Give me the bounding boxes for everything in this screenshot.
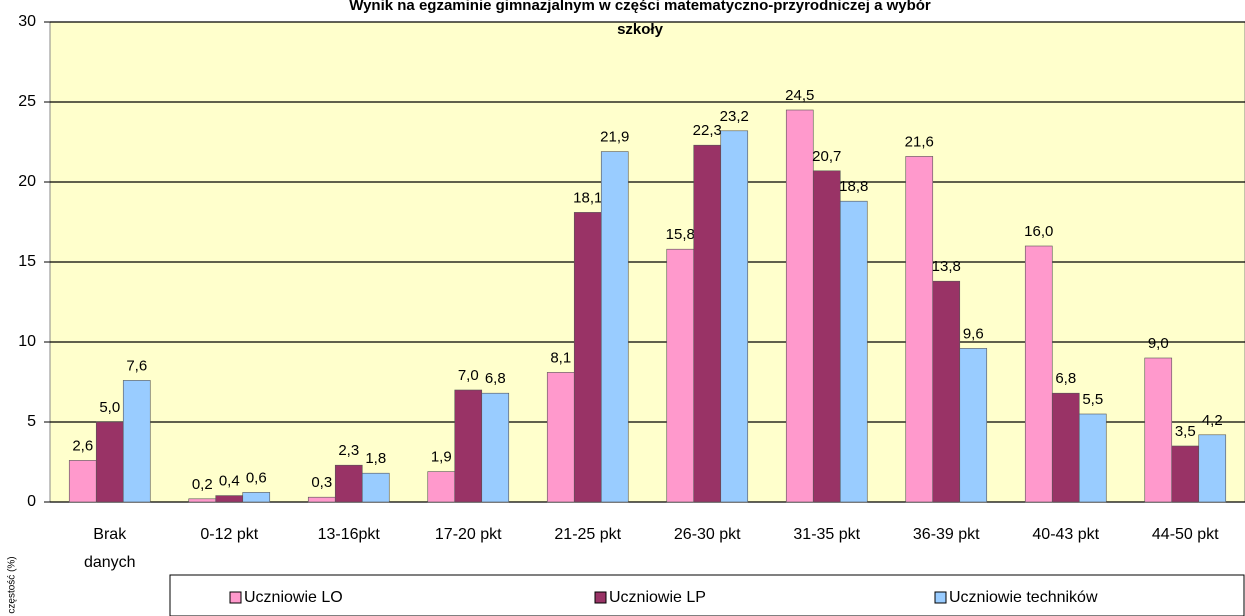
bar <box>1051 392 1080 503</box>
x-tick-label: Brak danych <box>84 526 136 571</box>
bar <box>95 421 124 503</box>
y-tick-label: 25 <box>18 93 36 110</box>
value-label: 5,0 <box>99 399 120 416</box>
value-label: 1,9 <box>431 449 452 466</box>
value-label: 0,3 <box>311 474 332 491</box>
bar <box>785 109 814 503</box>
value-label: 1,8 <box>365 450 386 467</box>
legend-swatch <box>934 591 947 604</box>
y-tick-label: 30 <box>18 13 36 30</box>
value-label: 9,6 <box>963 325 984 342</box>
value-label: 6,8 <box>1055 370 1076 387</box>
bar <box>1198 434 1227 503</box>
value-label: 24,5 <box>785 87 814 104</box>
bar <box>361 472 390 503</box>
value-label: 7,6 <box>126 357 147 374</box>
bar <box>932 280 961 503</box>
y-tick-label: 15 <box>18 253 36 270</box>
legend-label: Uczniowie techników <box>949 589 1098 606</box>
bar <box>122 380 151 503</box>
legend-swatch <box>229 591 242 604</box>
bar <box>720 130 749 503</box>
bar <box>959 348 988 503</box>
value-label: 18,1 <box>573 189 602 206</box>
value-label: 7,0 <box>458 367 479 384</box>
legend-label: Uczniowie LP <box>609 589 706 606</box>
value-label: 13,8 <box>932 258 961 275</box>
value-label: 9,0 <box>1148 335 1169 352</box>
value-label: 2,3 <box>338 442 359 459</box>
bar <box>215 495 244 503</box>
x-tick-label: 44-50 pkt <box>1152 526 1219 543</box>
bar <box>546 372 575 503</box>
value-label: 23,2 <box>720 108 749 125</box>
value-label: 18,8 <box>839 178 868 195</box>
value-label: 6,8 <box>485 370 506 387</box>
value-label: 16,0 <box>1024 223 1053 240</box>
x-tick-label: 31-35 pkt <box>793 526 860 543</box>
value-label: 5,5 <box>1082 391 1103 408</box>
value-label: 21,6 <box>905 133 934 150</box>
x-tick-label: 40-43 pkt <box>1032 526 1099 543</box>
x-tick-label: 13-16pkt <box>318 526 381 543</box>
value-label: 20,7 <box>812 148 841 165</box>
value-label: 0,6 <box>246 469 267 486</box>
y-tick-label: 20 <box>18 173 36 190</box>
bar <box>334 464 363 503</box>
legend-label: Uczniowie LO <box>244 589 343 606</box>
bar <box>693 144 722 503</box>
bar <box>188 498 217 503</box>
bar <box>905 156 934 503</box>
bar <box>812 170 841 503</box>
value-label: 0,2 <box>192 476 213 493</box>
x-tick-label: 17-20 pkt <box>435 526 502 543</box>
value-label: 21,9 <box>600 129 629 146</box>
chart-title: Wynik na egzaminie gimnazjalnym w części… <box>349 0 931 14</box>
bar <box>1078 413 1107 503</box>
bar <box>307 496 336 503</box>
legend <box>169 574 1245 616</box>
x-tick-label: 26-30 pkt <box>674 526 741 543</box>
value-label: 15,8 <box>666 226 695 243</box>
value-label: 3,5 <box>1175 423 1196 440</box>
bar <box>1024 245 1053 503</box>
y-tick-label: 0 <box>27 493 36 510</box>
bar <box>666 248 695 503</box>
value-label: 8,1 <box>550 349 571 366</box>
x-tick-label: 36-39 pkt <box>913 526 980 543</box>
y-tick-label: 10 <box>18 333 36 350</box>
bar <box>427 471 456 503</box>
bar <box>481 392 510 503</box>
bar <box>1171 445 1200 503</box>
bar <box>1144 357 1173 503</box>
bar <box>454 389 483 503</box>
legend-swatch <box>594 591 607 604</box>
x-tick-label: 21-25 pkt <box>554 526 621 543</box>
bar <box>600 151 629 503</box>
value-label: 22,3 <box>693 122 722 139</box>
bar <box>839 200 868 503</box>
chart-title: szkoły <box>617 21 664 38</box>
value-label: 2,6 <box>72 437 93 454</box>
x-tick-label: 0-12 pkt <box>200 526 258 543</box>
bar <box>242 492 271 503</box>
value-label: 4,2 <box>1202 412 1223 429</box>
bar <box>68 460 97 503</box>
bar <box>573 212 602 503</box>
y-tick-label: 5 <box>27 413 36 430</box>
value-label: 0,4 <box>219 473 240 490</box>
y-axis-label: częstość (%) <box>7 556 18 613</box>
